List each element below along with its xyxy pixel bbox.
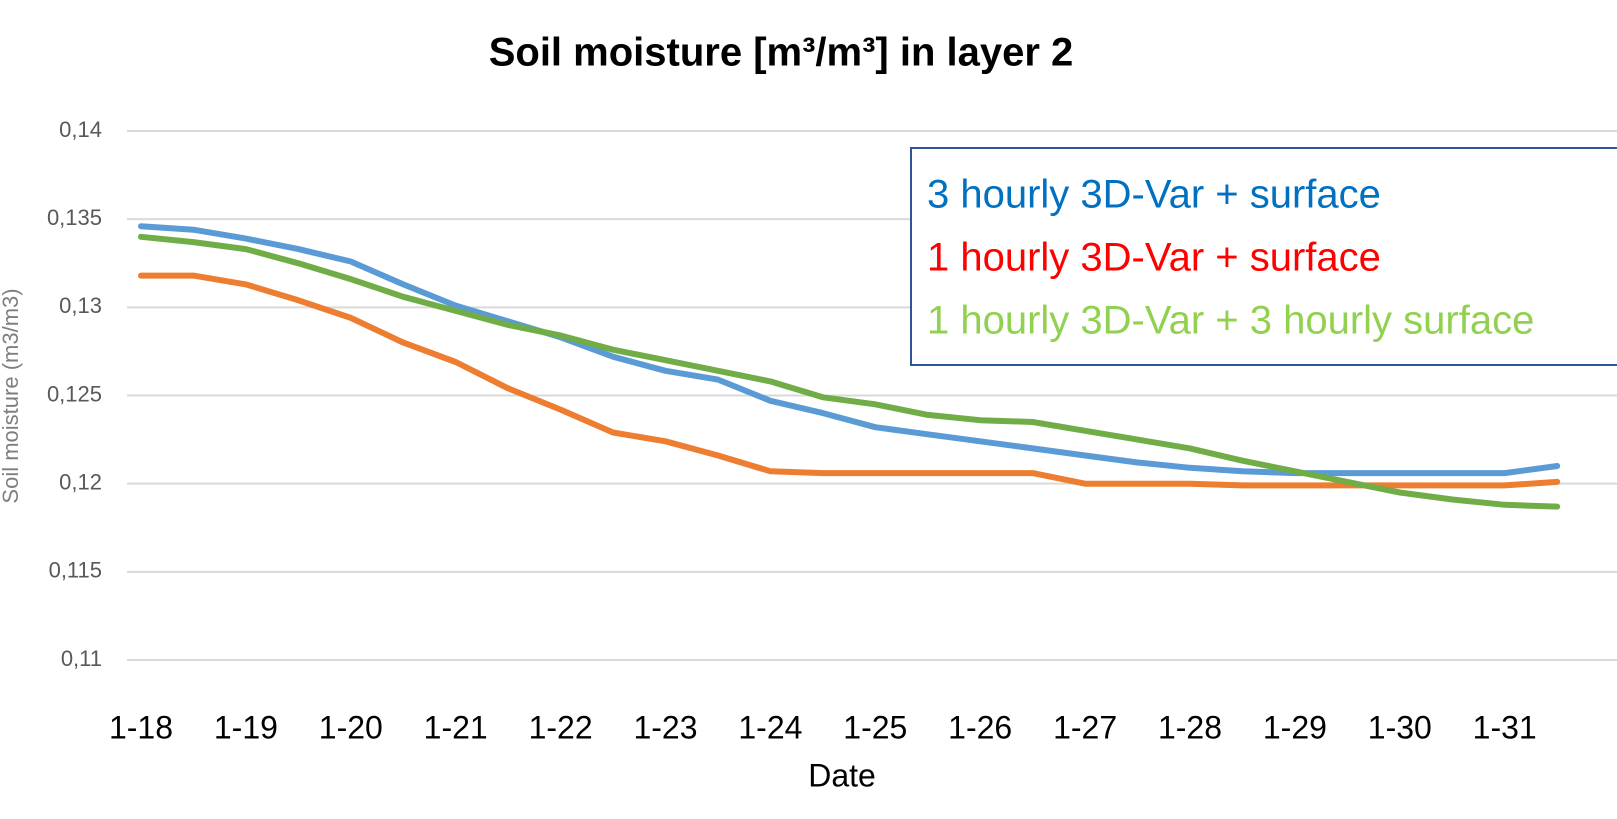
- x-tick-label: 1-25: [843, 709, 907, 745]
- legend-entry: 3 hourly 3D-Var + surface: [927, 173, 1381, 217]
- x-tick-label: 1-29: [1263, 709, 1327, 745]
- grid: 0,11 0,115 0,12 0,125 0,13 0,135 0,14 1-18 1-19 1…: [47, 117, 1617, 745]
- x-tick-label: 1-18: [109, 709, 173, 745]
- series-line: [138, 272, 1561, 489]
- x-tick-label: 1-20: [319, 709, 383, 745]
- x-tick-label: 1-19: [214, 709, 278, 745]
- x-tick-label: 1-31: [1473, 709, 1537, 745]
- y-tick-label: 0,11: [61, 646, 102, 671]
- legend: 3 hourly 3D-Var + surface 1 hourly 3D-Var…: [910, 147, 1617, 366]
- x-tick-label: 1-21: [424, 709, 488, 745]
- x-tick-label: 1-26: [948, 709, 1012, 745]
- x-tick-label: 1-23: [633, 709, 697, 745]
- y-tick-label: 0,115: [49, 558, 102, 583]
- x-tick-label: 1-30: [1368, 709, 1432, 745]
- y-tick-label: 0,135: [47, 205, 102, 230]
- x-tick-label: 1-28: [1158, 709, 1222, 745]
- x-tick-label: 1-27: [1053, 709, 1117, 745]
- plot-lines: [138, 223, 1561, 510]
- legend-entry: 1 hourly 3D-Var + surface: [927, 236, 1381, 280]
- legend-box: [910, 147, 1617, 366]
- x-axis-label: Date: [808, 757, 876, 793]
- y-tick-label: 0,125: [47, 381, 102, 406]
- y-tick-label: 0,13: [59, 293, 102, 318]
- y-tick-label: 0,14: [59, 117, 102, 142]
- chart-title: Soil moisture [m³/m³] in layer 2: [489, 31, 1074, 75]
- y-axis-label: Soil moisture (m3/m3): [0, 288, 23, 503]
- y-tick-label: 0,12: [59, 469, 102, 494]
- x-tick-label: 1-24: [738, 709, 802, 745]
- legend-entry: 1 hourly 3D-Var + 3 hourly surface: [927, 299, 1534, 343]
- series-line: [138, 233, 1561, 510]
- series-line: [138, 223, 1561, 477]
- x-tick-label: 1-22: [529, 709, 593, 745]
